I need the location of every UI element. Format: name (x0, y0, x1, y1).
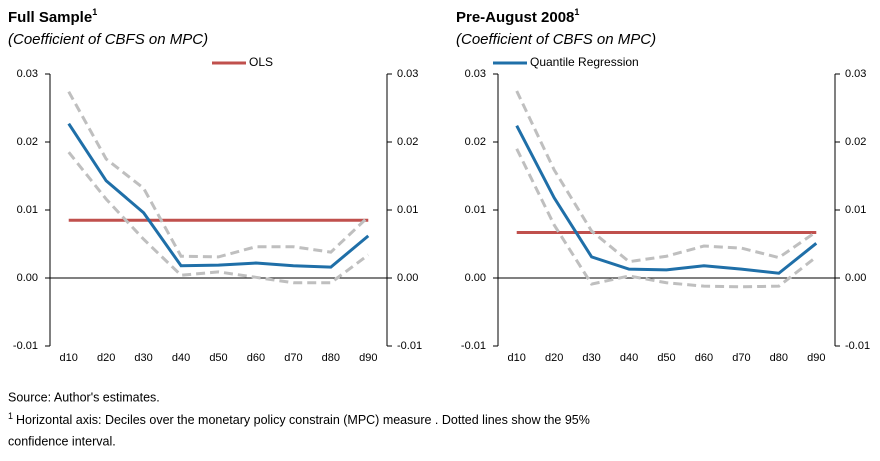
chart-title: Full Sample1 (8, 7, 97, 26)
x-tick-label: d80 (770, 352, 788, 364)
y2-tick-label: 0.02 (845, 136, 866, 148)
y-tick-label: 0.02 (17, 136, 38, 148)
y-tick-label: 0.01 (17, 204, 38, 216)
x-tick-label: d50 (657, 352, 675, 364)
x-tick-label: d60 (247, 352, 265, 364)
y2-tick-label: 0.03 (845, 68, 866, 80)
x-tick-label: d30 (134, 352, 152, 364)
y-tick-label: 0.03 (465, 68, 486, 80)
title-text: Pre-August 2008 (456, 9, 574, 26)
confidence-line (515, 90, 818, 264)
x-tick-label: d80 (322, 352, 340, 364)
y2-tick-label: 0.03 (397, 68, 418, 80)
x-tick-label: d90 (807, 352, 825, 364)
x-tick-label: d70 (284, 352, 302, 364)
y-tick-label: 0.03 (17, 68, 38, 80)
y2-tick-label: -0.01 (845, 340, 870, 352)
chart-subtitle: (Coefficient of CBFS on MPC) (456, 31, 656, 48)
confidence-line (67, 90, 370, 259)
y2-tick-label: 0.00 (397, 272, 418, 284)
title-superscript: 1 (92, 7, 97, 17)
x-tick-label: d50 (209, 352, 227, 364)
chart-title: Pre-August 20081 (456, 7, 579, 26)
x-tick-label: d10 (508, 352, 526, 364)
y2-tick-label: 0.00 (845, 272, 866, 284)
y-tick-label: -0.01 (461, 340, 486, 352)
footnote-marker: 1 (8, 411, 13, 421)
series-line (67, 122, 370, 269)
x-tick-label: d70 (732, 352, 750, 364)
y-tick-label: 0.00 (17, 272, 38, 284)
series-line (515, 124, 818, 275)
title-text: Full Sample (8, 9, 92, 26)
x-tick-label: d10 (60, 352, 78, 364)
confidence-line (515, 148, 818, 289)
footnote: 1 Horizontal axis: Deciles over the monet… (8, 411, 590, 427)
y2-tick-label: -0.01 (397, 340, 422, 352)
legend-label: OLS (249, 55, 273, 69)
confidence-line (67, 151, 370, 285)
footnote-text: Horizontal axis: Deciles over the moneta… (16, 413, 590, 427)
footnote-cont: confidence interval. (8, 434, 116, 448)
y-tick-label: 0.00 (465, 272, 486, 284)
y2-tick-label: 0.02 (397, 136, 418, 148)
chart-subtitle: (Coefficient of CBFS on MPC) (8, 31, 208, 48)
x-tick-label: d90 (359, 352, 377, 364)
y-tick-label: 0.02 (465, 136, 486, 148)
title-superscript: 1 (574, 7, 579, 17)
x-tick-label: d20 (545, 352, 563, 364)
x-tick-label: d40 (620, 352, 638, 364)
y2-tick-label: 0.01 (845, 204, 866, 216)
legend-label: Quantile Regression (530, 55, 639, 69)
x-tick-label: d40 (172, 352, 190, 364)
y-tick-label: -0.01 (13, 340, 38, 352)
y2-tick-label: 0.01 (397, 204, 418, 216)
x-tick-label: d30 (582, 352, 600, 364)
x-tick-label: d20 (97, 352, 115, 364)
x-tick-label: d60 (695, 352, 713, 364)
source-note: Source: Author's estimates. (8, 390, 160, 404)
y-tick-label: 0.01 (465, 204, 486, 216)
